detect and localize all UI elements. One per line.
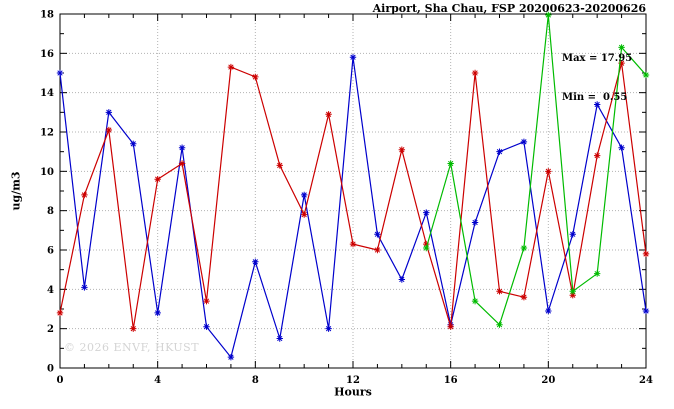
x-tick-label: 24: [639, 375, 653, 386]
data-point-marker: [130, 325, 137, 332]
x-axis-label: Hours: [334, 385, 372, 399]
plot-border: [59, 13, 647, 369]
chart-title: Airport, Sha Chau, FSP 20200623-20200626: [372, 2, 646, 15]
data-point-marker: [618, 144, 625, 151]
y-tick-label: 6: [47, 246, 54, 257]
gridlines: [60, 14, 646, 368]
data-point-marker: [496, 288, 503, 295]
data-point-marker: [471, 69, 479, 77]
data-point-marker: [56, 309, 64, 317]
data-point-marker: [105, 109, 113, 116]
x-tick-label: 4: [154, 375, 161, 386]
data-point-marker: [130, 140, 137, 147]
data-point-marker: [325, 325, 332, 332]
data-point-marker: [178, 160, 186, 167]
data-point-marker: [56, 69, 64, 77]
data-point-marker: [618, 59, 625, 67]
data-point-marker: [300, 191, 308, 199]
data-point-marker: [105, 126, 113, 134]
y-tick-label: 14: [40, 88, 54, 99]
x-tick-label: 0: [57, 375, 64, 386]
data-point-marker: [252, 73, 259, 81]
data-point-marker: [154, 309, 161, 317]
data-point-marker: [203, 297, 210, 305]
data-point-marker: [374, 231, 381, 238]
data-point-marker: [642, 71, 650, 79]
data-point-marker: [545, 11, 552, 19]
y-tick-label: 8: [47, 206, 54, 217]
data-point-marker: [349, 54, 357, 61]
data-point-marker: [593, 152, 601, 159]
data-point-marker: [398, 146, 406, 153]
data-point-marker: [252, 258, 259, 265]
data-point-marker: [349, 240, 357, 248]
data-point-marker: [227, 353, 235, 361]
data-point-marker: [81, 284, 88, 291]
data-point-marker: [423, 209, 430, 216]
data-point-marker: [227, 63, 235, 71]
series-blue-line: [59, 57, 647, 359]
minmax-annotation: Max = 17.95 Min = 0.55: [562, 26, 632, 130]
data-point-marker: [642, 250, 650, 258]
data-point-marker: [520, 138, 528, 146]
data-point-marker: [374, 246, 381, 254]
data-point-marker: [569, 231, 576, 238]
data-point-marker: [178, 144, 186, 151]
data-point-marker: [520, 244, 528, 252]
data-point-marker: [154, 176, 161, 183]
data-point-marker: [447, 160, 454, 167]
min-value-text: Min = 0.55: [562, 92, 628, 103]
y-tick-label: 2: [47, 324, 54, 335]
data-point-marker: [423, 240, 430, 248]
y-tick-label: 16: [40, 49, 54, 60]
data-point-marker: [398, 276, 406, 283]
x-tick-label: 20: [541, 375, 555, 386]
data-point-marker: [642, 307, 650, 315]
x-tick-label: 12: [346, 375, 360, 386]
y-tick-label: 18: [40, 10, 54, 21]
y-axis-label: ug/m3: [9, 171, 23, 211]
data-point-marker: [545, 307, 552, 315]
series-green: [423, 11, 650, 328]
data-point-marker: [569, 288, 576, 295]
data-point-marker: [471, 219, 479, 226]
y-tick-label: 0: [47, 364, 54, 375]
series-blue: [56, 54, 650, 361]
data-point-marker: [593, 101, 601, 108]
y-tick-label: 10: [40, 167, 54, 178]
series-green-line: [425, 14, 647, 326]
data-point-marker: [81, 191, 88, 199]
data-point-marker: [618, 44, 625, 51]
data-point-marker: [276, 335, 283, 342]
data-point-marker: [471, 297, 479, 305]
data-point-marker: [203, 323, 210, 330]
data-point-marker: [423, 244, 430, 252]
data-point-marker: [496, 148, 503, 155]
data-point-marker: [325, 111, 332, 118]
data-point-marker: [300, 211, 308, 218]
data-point-marker: [276, 162, 283, 169]
watermark-text: © 2026 ENVF, HKUST: [64, 341, 200, 354]
data-point-marker: [520, 294, 528, 301]
data-point-marker: [447, 323, 454, 330]
x-tick-label: 16: [444, 375, 458, 386]
data-point-marker: [496, 321, 503, 328]
series-red: [56, 59, 650, 332]
y-tick-label: 4: [47, 285, 54, 296]
x-tick-label: 8: [252, 375, 259, 386]
y-tick-label: 12: [40, 128, 54, 139]
data-point-marker: [593, 270, 601, 277]
data-point-marker: [569, 292, 576, 299]
data-point-marker: [545, 168, 552, 175]
max-value-text: Max = 17.95: [562, 53, 633, 64]
